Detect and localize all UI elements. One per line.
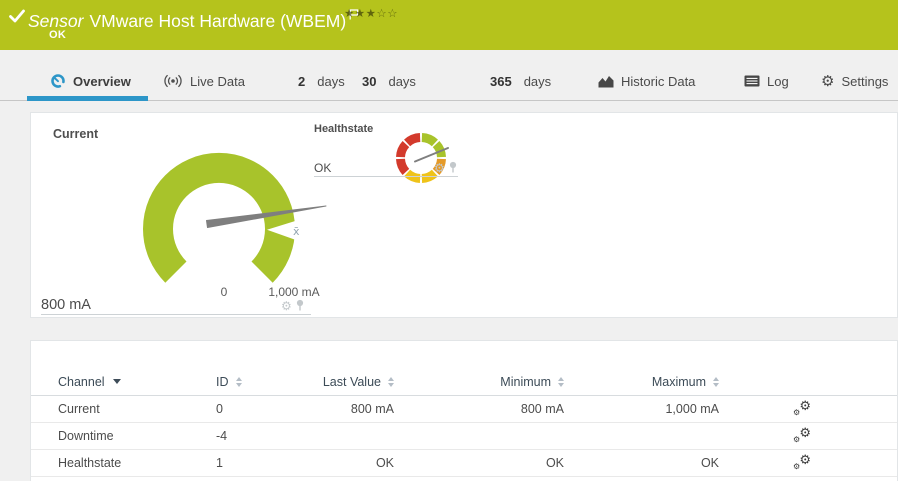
status-check-icon <box>9 9 25 23</box>
tab-log[interactable]: Log <box>744 62 789 100</box>
divider <box>314 176 458 177</box>
maximum-cell: 1,000 mA <box>665 402 719 416</box>
channels-table: Channel ID Last Value Minimum Maximum <box>31 368 897 477</box>
tab-label: days <box>388 73 416 89</box>
edit-channel-icon[interactable]: ⚙ ⚙ <box>793 399 811 417</box>
gauge-icon <box>51 74 65 88</box>
column-header-maximum[interactable]: Maximum <box>564 375 719 389</box>
channels-panel: Channel ID Last Value Minimum Maximum <box>30 340 898 481</box>
active-tab-underline <box>27 96 148 101</box>
overview-panel: Current 0 1,000 mA 800 mA x̄ ⚙ Healthsta… <box>30 112 898 318</box>
sensor-title: VMware Host Hardware (WBEM) <box>89 10 347 31</box>
priority-stars[interactable]: ★★★☆☆ <box>344 6 399 20</box>
tab-label: Settings <box>841 73 889 89</box>
tab-bar: Overview Live Data 2 days 30 days 365 da… <box>0 62 898 101</box>
channel-name-cell[interactable]: Downtime <box>58 429 114 443</box>
gauge-scale-max: 1,000 mA <box>268 285 320 299</box>
sensor-header: Sensor VMware Host Hardware (WBEM) ★★★☆☆ … <box>0 0 898 50</box>
tab-30-days[interactable]: 30 days <box>362 62 416 100</box>
gear-icon: ⚙ <box>821 71 835 90</box>
table-row-current: Current 0 800 mA 800 mA 1,000 mA ⚙ ⚙ <box>31 396 897 423</box>
maximum-cell: OK <box>700 456 719 470</box>
flag-icon[interactable] <box>349 4 359 25</box>
tab-label: Historic Data <box>621 73 696 89</box>
tab-2-days[interactable]: 2 days <box>298 62 345 100</box>
tab-historic-data[interactable]: Historic Data <box>598 62 695 100</box>
broadcast-icon <box>164 74 182 88</box>
tab-label: days <box>317 73 345 89</box>
log-list-icon <box>744 75 760 87</box>
sort-desc-icon <box>112 379 121 384</box>
column-header-channel[interactable]: Channel <box>58 375 216 389</box>
tab-label: Live Data <box>190 73 245 89</box>
tab-settings[interactable]: ⚙ Settings <box>821 62 888 100</box>
sensor-title-line: Sensor VMware Host Hardware (WBEM) <box>28 4 359 32</box>
gauge-channel-label: Current <box>53 127 99 141</box>
channel-name-cell[interactable]: Healthstate <box>58 456 122 470</box>
gauge-current-value: 800 mA <box>41 297 91 313</box>
edit-channel-icon[interactable]: ⚙ ⚙ <box>793 453 811 471</box>
channel-name-cell[interactable]: Current <box>58 402 100 416</box>
gauge-scale-min: 0 <box>220 285 228 299</box>
channel-id-cell: -4 <box>216 429 228 443</box>
gauge-actions: ⚙ <box>434 161 458 174</box>
tab-number: 365 <box>490 73 512 89</box>
mean-marker: x̄ <box>293 225 300 238</box>
tab-overview[interactable]: Overview <box>50 62 131 100</box>
gauge-actions: ⚙ <box>281 299 305 312</box>
gauge-healthstate-value: OK <box>314 161 332 175</box>
tab-live-data[interactable]: Live Data <box>163 62 245 100</box>
minimum-cell: 800 mA <box>520 402 564 416</box>
gauge-channel-label: Healthstate <box>314 123 374 135</box>
tab-number: 2 <box>298 73 306 89</box>
tab-label: Overview <box>73 73 131 89</box>
column-header-id[interactable]: ID <box>216 375 304 389</box>
tab-365-days[interactable]: 365 days <box>490 62 551 100</box>
sensor-status-badge: OK <box>49 29 67 41</box>
minimum-cell: OK <box>545 456 564 470</box>
divider <box>41 314 311 315</box>
pin-icon[interactable] <box>295 299 305 312</box>
sort-arrows-icon <box>713 376 719 387</box>
sensor-kind-label: Sensor <box>28 10 84 31</box>
column-header-minimum[interactable]: Minimum <box>394 375 564 389</box>
tab-number: 30 <box>362 73 377 89</box>
sort-arrows-icon <box>558 376 564 387</box>
tab-label: Log <box>767 73 789 89</box>
table-row-healthstate: Healthstate 1 OK OK OK ⚙ ⚙ <box>31 450 897 477</box>
area-chart-icon <box>598 75 614 87</box>
table-header-row: Channel ID Last Value Minimum Maximum <box>31 368 897 396</box>
tab-label: days <box>523 73 552 89</box>
table-row-downtime: Downtime -4 ⚙ ⚙ <box>31 423 897 450</box>
column-header-last-value[interactable]: Last Value <box>304 375 394 389</box>
sort-arrows-icon <box>235 376 242 387</box>
sort-arrows-icon <box>388 376 394 387</box>
channel-id-cell: 1 <box>216 456 223 470</box>
last-value-cell: 800 mA <box>350 402 394 416</box>
gear-icon[interactable]: ⚙ <box>434 160 445 175</box>
channel-id-cell: 0 <box>216 402 223 416</box>
gear-icon[interactable]: ⚙ <box>281 298 292 313</box>
pin-icon[interactable] <box>448 161 458 174</box>
edit-channel-icon[interactable]: ⚙ ⚙ <box>793 426 811 444</box>
last-value-cell: OK <box>375 456 394 470</box>
